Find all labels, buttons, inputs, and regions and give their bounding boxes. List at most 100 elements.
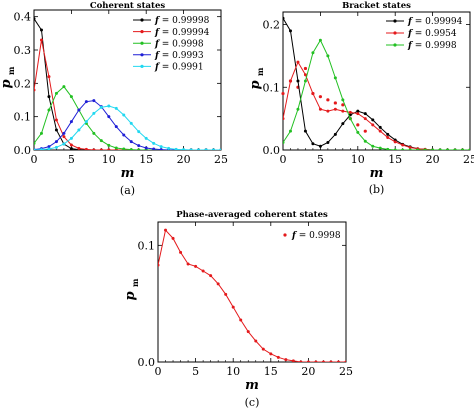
- data-point: [299, 360, 303, 362]
- data-point: [288, 79, 292, 83]
- data-point: [341, 98, 345, 102]
- data-point: [114, 125, 118, 129]
- legend-value: = 0.9998: [412, 41, 457, 51]
- y-tick-label: 0.0: [138, 356, 156, 369]
- x-tick-label: 20: [177, 153, 191, 166]
- data-point: [69, 143, 73, 147]
- legend-marker: [140, 53, 144, 57]
- data-point: [152, 141, 156, 145]
- data-point: [69, 95, 73, 99]
- data-point: [107, 104, 111, 108]
- data-point: [129, 140, 133, 144]
- data-point: [348, 117, 352, 121]
- data-point: [47, 108, 51, 112]
- data-point-extra: [333, 101, 337, 105]
- y-tick-label: 0.4: [14, 11, 32, 24]
- data-point: [152, 147, 156, 150]
- data-point: [122, 113, 126, 117]
- data-point: [216, 282, 220, 286]
- data-point: [107, 148, 111, 150]
- legend-label: f = 0.9998: [154, 39, 204, 49]
- data-point: [34, 17, 36, 21]
- data-point: [341, 109, 345, 113]
- data-point: [92, 131, 96, 135]
- data-point: [326, 140, 330, 144]
- data-point: [47, 95, 51, 99]
- chart-panel-1: Coherent states 0 5 10 15 20 25 0.0 0.1 0.2 0.3 0.4…: [0, 1, 228, 197]
- data-point: [423, 148, 427, 150]
- data-point: [182, 148, 186, 150]
- data-point: [92, 111, 96, 115]
- legend-value: = 0.99998: [159, 16, 210, 26]
- data-point: [468, 148, 470, 150]
- data-point-extra: [318, 95, 322, 99]
- data-point: [62, 85, 66, 89]
- legend-value: = 0.9998: [296, 231, 341, 241]
- data-point: [62, 131, 66, 135]
- data-point: [296, 79, 300, 83]
- y-axis-label-sub: m: [130, 278, 140, 287]
- legend-label: f = 0.99994: [154, 28, 210, 38]
- data-point: [179, 250, 183, 254]
- y-axis-label-sub: m: [255, 67, 265, 76]
- chart-panel-3: Phase-averaged coherent states 0 5 10 15 20 25…: [123, 210, 353, 409]
- data-point: [92, 99, 96, 103]
- series-line: [34, 39, 221, 150]
- data-point: [39, 148, 43, 150]
- data-point: [408, 148, 412, 150]
- series-1: [158, 228, 346, 362]
- data-point: [219, 148, 221, 150]
- data-point: [333, 132, 337, 136]
- data-point: [393, 140, 397, 144]
- data-point: [69, 147, 73, 150]
- data-point: [288, 129, 292, 133]
- data-point: [209, 274, 213, 278]
- data-point: [401, 148, 405, 150]
- data-point: [144, 136, 148, 140]
- data-point: [77, 108, 81, 112]
- y-tick-label: 0.1: [14, 111, 32, 124]
- legend-label: f = 0.9998: [291, 231, 341, 241]
- series-line: [34, 100, 221, 150]
- series-line: [283, 61, 470, 150]
- data-point: [386, 147, 390, 150]
- data-point: [386, 135, 390, 139]
- data-point: [378, 125, 382, 129]
- legend-f: f: [407, 41, 414, 51]
- data-point: [378, 146, 382, 150]
- x-tick-label: 20: [426, 153, 440, 166]
- data-point: [77, 146, 81, 150]
- data-point: [194, 264, 198, 268]
- data-point: [137, 148, 141, 150]
- x-tick-label: 10: [351, 153, 365, 166]
- data-point: [39, 28, 43, 32]
- data-point: [224, 292, 228, 296]
- data-point: [62, 135, 66, 139]
- data-point: [197, 148, 201, 150]
- data-point: [144, 146, 148, 150]
- data-point: [356, 109, 360, 113]
- y-tick-label: 0.1: [138, 239, 156, 252]
- data-point: [239, 318, 243, 322]
- legend-value: = 0.9993: [159, 51, 204, 61]
- chart-title: Phase-averaged coherent states: [176, 210, 328, 220]
- data-point: [371, 123, 375, 127]
- y-axis-label-main: p: [0, 79, 14, 88]
- y-tick-label: 0.2: [14, 77, 32, 90]
- legend-marker: [283, 233, 287, 237]
- y-tick-label: 0.0: [263, 144, 281, 157]
- x-tick-label: 5: [317, 153, 324, 166]
- data-point: [99, 139, 103, 143]
- data-point: [99, 148, 103, 150]
- legend-f: f: [154, 28, 161, 38]
- data-point: [344, 360, 346, 362]
- y-tick-label: 0.3: [14, 44, 32, 57]
- legend-label: f = 0.9993: [154, 51, 204, 61]
- data-point: [137, 144, 141, 148]
- data-point: [159, 148, 163, 150]
- data-point: [54, 145, 58, 149]
- legend-value: = 0.9954: [412, 29, 457, 39]
- data-point: [34, 141, 36, 145]
- y-tick-label: 0.1: [263, 81, 281, 94]
